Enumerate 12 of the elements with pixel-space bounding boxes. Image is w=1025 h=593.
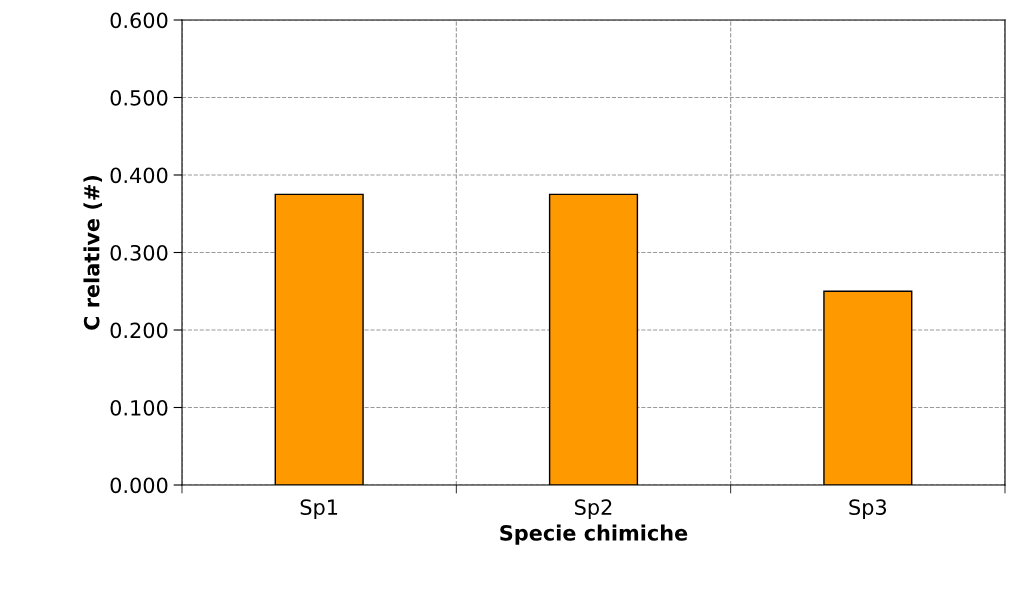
x-tick-label: Sp1 [300, 499, 338, 520]
y-tick-label: 0.600 [110, 12, 168, 29]
y-tick-label: 0.000 [110, 477, 168, 494]
y-tick-label: 0.100 [110, 399, 168, 416]
x-tick-label: Sp2 [575, 499, 612, 520]
y-tick-label: 0.400 [110, 167, 168, 184]
y-axis-title: C relative (#) [83, 175, 103, 330]
x-tick-label: Sp3 [849, 499, 887, 520]
x-axis-title: Specie chimiche [500, 524, 688, 545]
y-tick-label: 0.500 [110, 89, 168, 106]
y-tick-label: 0.200 [110, 322, 168, 339]
y-tick-label: 0.300 [110, 244, 168, 261]
